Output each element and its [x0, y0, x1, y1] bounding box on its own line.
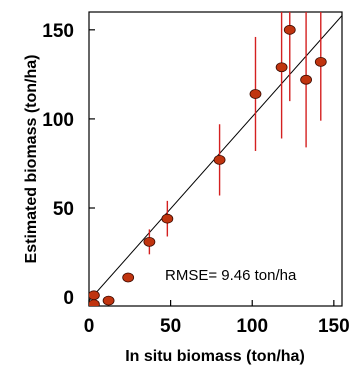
data-point: [161, 213, 174, 224]
plot-frame: [88, 11, 343, 307]
x-tick-label: 50: [160, 316, 181, 337]
data-point: [143, 236, 156, 247]
data-point: [213, 154, 226, 165]
x-tick-label: 150: [318, 316, 350, 337]
y-tick-label: 0: [63, 288, 74, 309]
data-point: [275, 62, 288, 73]
data-point: [89, 290, 100, 301]
data-point: [102, 295, 115, 306]
data-point: [283, 24, 296, 35]
x-tick-label: 100: [236, 316, 268, 337]
data-point: [89, 299, 100, 306]
data-point: [314, 56, 327, 67]
data-point: [122, 272, 135, 283]
y-tick-label: 150: [42, 21, 74, 42]
data-point: [300, 74, 312, 85]
x-tick-label: 0: [84, 316, 95, 337]
y-tick-label: 100: [42, 110, 74, 131]
y-tick-label: 50: [53, 199, 74, 220]
x-axis-label: In situ biomass (ton/ha): [125, 348, 305, 365]
data-point: [249, 89, 262, 99]
y-axis-label: Estimated biomass (ton/ha): [23, 55, 40, 264]
rmse-annotation: RMSE= 9.46 ton/ha: [165, 267, 297, 284]
